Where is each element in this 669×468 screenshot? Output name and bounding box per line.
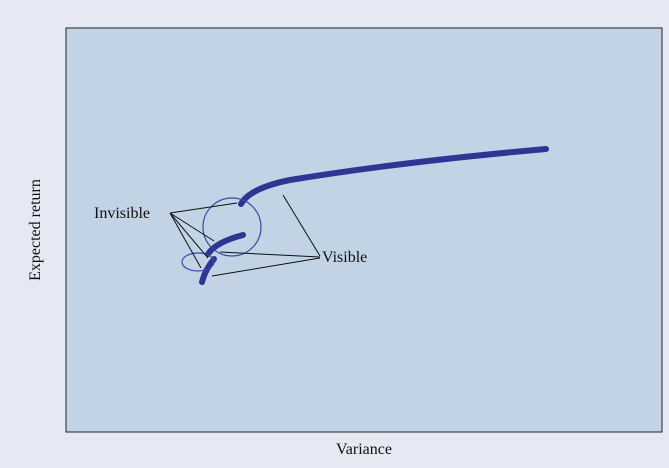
leader: [211, 257, 321, 277]
visible-leaders: [211, 194, 321, 277]
leader: [169, 212, 215, 242]
annotation-invisible: Invisible: [94, 205, 150, 222]
leader: [219, 251, 321, 258]
leader: [282, 194, 321, 257]
y-axis-label: Expected return: [27, 179, 44, 281]
leader: [169, 212, 209, 259]
frontier-middle: [205, 232, 246, 257]
annotation-visible: Visible: [322, 249, 367, 266]
frontier-upper: [238, 146, 549, 207]
invisible-leaders: [169, 202, 238, 269]
highlight-ellipse: [181, 252, 215, 272]
plot-area: [65, 27, 663, 433]
x-axis-label: Variance: [336, 441, 392, 458]
leader: [169, 212, 202, 269]
highlight-circle: [202, 197, 262, 257]
leader: [169, 202, 238, 214]
